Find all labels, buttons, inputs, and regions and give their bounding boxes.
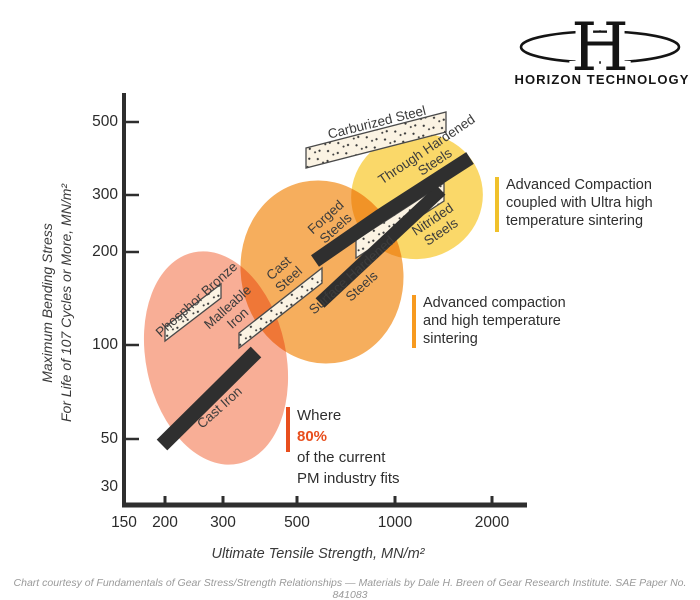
callout-pm-line2: PM industry fits bbox=[297, 470, 400, 487]
x-tick-200: 200 bbox=[152, 514, 178, 531]
x-tick-500: 500 bbox=[284, 514, 310, 531]
x-axis-ticks bbox=[163, 496, 494, 503]
band-forged-through-hardened-steels bbox=[311, 152, 474, 267]
pm-percentage-highlight: 80% bbox=[297, 428, 328, 445]
x-axis-title: Ultimate Tensile Strength, MN/m² bbox=[211, 546, 425, 562]
callout-advanced-compaction-high: Advanced compaction and high temperature… bbox=[423, 295, 566, 347]
x-tick-2000: 2000 bbox=[474, 514, 510, 531]
y-tick-100: 100 bbox=[92, 336, 118, 353]
x-tick-300: 300 bbox=[210, 514, 236, 531]
y-axis-title: Maximum Bending Stress For Life of 107 C… bbox=[38, 143, 78, 463]
logo-wordmark: HORIZON TECHNOLOGY bbox=[514, 72, 690, 87]
y-tick-50: 50 bbox=[100, 430, 118, 447]
band-malleable-iron-cast-steel bbox=[238, 266, 323, 350]
callout-bar-advanced-compaction-ultra bbox=[495, 177, 499, 232]
callout-bar-pm-industry bbox=[286, 407, 290, 452]
y-tick-300: 300 bbox=[92, 186, 118, 203]
solid-bands bbox=[156, 152, 474, 451]
x-tick-150: 150 bbox=[111, 514, 137, 531]
y-axis-ticks bbox=[126, 120, 139, 441]
band-cast-iron bbox=[156, 346, 262, 451]
callout-pm-line1: Where 80% of the current bbox=[297, 405, 400, 468]
y-tick-200: 200 bbox=[92, 243, 118, 260]
logo-swoosh-ellipse bbox=[519, 30, 681, 64]
band-carburized-steel bbox=[305, 111, 447, 169]
y-tick-30: 30 bbox=[100, 478, 118, 495]
callout-advanced-compaction-ultra: Advanced Compaction coupled with Ultra h… bbox=[506, 177, 653, 229]
callout-bar-advanced-compaction-high bbox=[412, 295, 416, 348]
chart-caption: Chart courtesy of Fundamentals of Gear S… bbox=[13, 577, 687, 600]
band-surface-hardened-steels bbox=[315, 185, 446, 308]
x-tick-1000: 1000 bbox=[377, 514, 413, 531]
callout-pm-industry: Where 80% of the current PM industry fit… bbox=[297, 405, 400, 489]
band-phosphor-bronze bbox=[164, 282, 222, 343]
logo-mark: H H bbox=[519, 10, 681, 92]
horizon-technology-logo: H H HORIZON TECHNOLOGY bbox=[514, 10, 690, 92]
logo-letter-h: H bbox=[571, 10, 629, 86]
y-axis-title-line1: Maximum Bending Stress bbox=[39, 223, 55, 383]
y-tick-500: 500 bbox=[92, 113, 118, 130]
axes bbox=[122, 93, 527, 508]
logo-letter-h-fill: H bbox=[571, 10, 629, 86]
y-axis-title-line2: For Life of 107 Cycles or More, MN/m² bbox=[58, 183, 74, 423]
